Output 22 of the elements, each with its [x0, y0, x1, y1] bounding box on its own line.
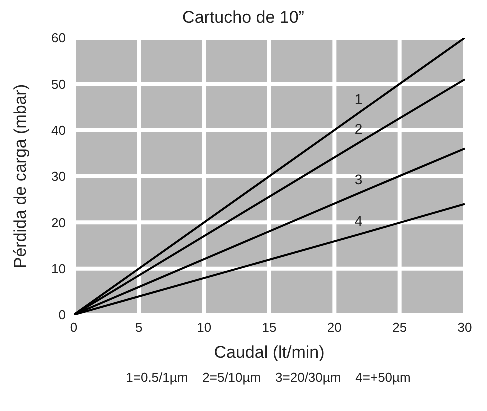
y-axis-title: Pérdida de carga (mbar) — [11, 84, 30, 269]
y-tick-label: 0 — [58, 308, 66, 323]
series-label: 1 — [354, 90, 363, 107]
x-tick-label: 0 — [70, 320, 78, 336]
chart-title: Cartucho de 10” — [182, 8, 306, 29]
y-tick-label: 60 — [52, 30, 66, 46]
series-label: 4 — [354, 213, 363, 230]
y-tick-label: 10 — [52, 261, 66, 276]
x-tick-label: 30 — [458, 320, 472, 336]
text: 1=0.5/1µm 2=5/10µm 3=20/30µm 4=+50µm — [125, 370, 412, 385]
x-tick-label: 5 — [136, 320, 143, 336]
y-tick-label: 20 — [52, 215, 66, 230]
x-tick-label: 10 — [197, 320, 212, 336]
y-tick-label: 50 — [52, 76, 66, 92]
x-tick-label: 15 — [262, 320, 277, 336]
x-axis-title: Caudal (lt/min) — [214, 343, 325, 362]
series-label: 3 — [354, 172, 363, 188]
y-tick-label: 30 — [52, 169, 66, 184]
series-label: 2 — [354, 120, 363, 137]
x-tick-label: 25 — [392, 320, 408, 336]
x-tick-label: 20 — [327, 320, 342, 336]
y-tick-label: 40 — [52, 122, 66, 138]
